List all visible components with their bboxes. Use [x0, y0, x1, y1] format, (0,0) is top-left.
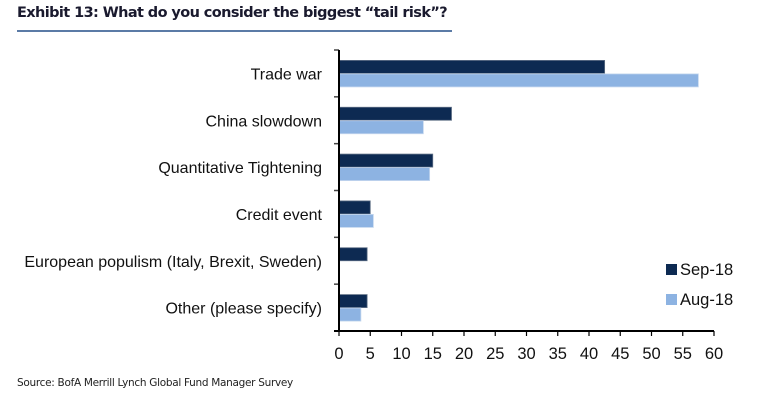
category-label: Trade war	[251, 66, 323, 83]
category-label: European populism (Italy, Brexit, Sweden…	[24, 254, 322, 271]
x-tick-label: 30	[517, 345, 535, 363]
axes-group	[334, 49, 715, 336]
x-tick-label: 0	[334, 345, 343, 363]
legend-swatch-aug-18	[666, 294, 677, 305]
bar-sep-18	[338, 153, 434, 168]
bar-sep-18	[338, 106, 452, 121]
bar-aug-18	[338, 167, 431, 181]
x-tick-label: 60	[705, 345, 723, 363]
bar-sep-18	[338, 60, 606, 74]
bar-sep-18	[338, 200, 371, 215]
bar-sep-18	[338, 247, 368, 262]
x-tick-label: 45	[611, 345, 629, 363]
legend-label: Aug-18	[680, 291, 733, 309]
category-label: China slowdown	[205, 113, 322, 130]
title-divider	[17, 30, 452, 32]
x-tick-labels: 0 5 10 15 20 25 30 35 40 45 50 55 60	[334, 345, 723, 363]
x-tick-label: 10	[392, 345, 410, 363]
x-tick-label: 20	[455, 345, 473, 363]
category-label: Credit event	[236, 207, 323, 224]
x-tick-label: 5	[366, 345, 375, 363]
source-note: Source: BofA Merrill Lynch Global Fund M…	[17, 377, 293, 389]
legend-label: Sep-18	[680, 261, 733, 279]
x-tick-label: 15	[424, 345, 442, 363]
bar-aug-18	[338, 73, 699, 88]
x-tick-label: 25	[486, 345, 504, 363]
category-label: Other (please specify)	[165, 301, 322, 318]
x-tick-label: 40	[580, 345, 598, 363]
x-tick-label: 55	[674, 345, 692, 363]
bars-group	[338, 60, 699, 322]
bar-sep-18	[338, 294, 368, 308]
x-tick-label: 50	[642, 345, 660, 363]
legend: Sep-18 Aug-18	[666, 261, 733, 309]
chart-title: Exhibit 13: What do you consider the big…	[17, 5, 448, 21]
x-tick-label: 35	[549, 345, 567, 363]
bar-aug-18	[338, 120, 424, 135]
legend-swatch-sep-18	[666, 264, 677, 275]
bar-aug-18	[338, 307, 362, 322]
category-labels: Trade war China slowdown Quantitative Tigh…	[24, 66, 322, 317]
category-label: Quantitative Tightening	[158, 160, 322, 177]
bar-aug-18	[338, 214, 374, 228]
